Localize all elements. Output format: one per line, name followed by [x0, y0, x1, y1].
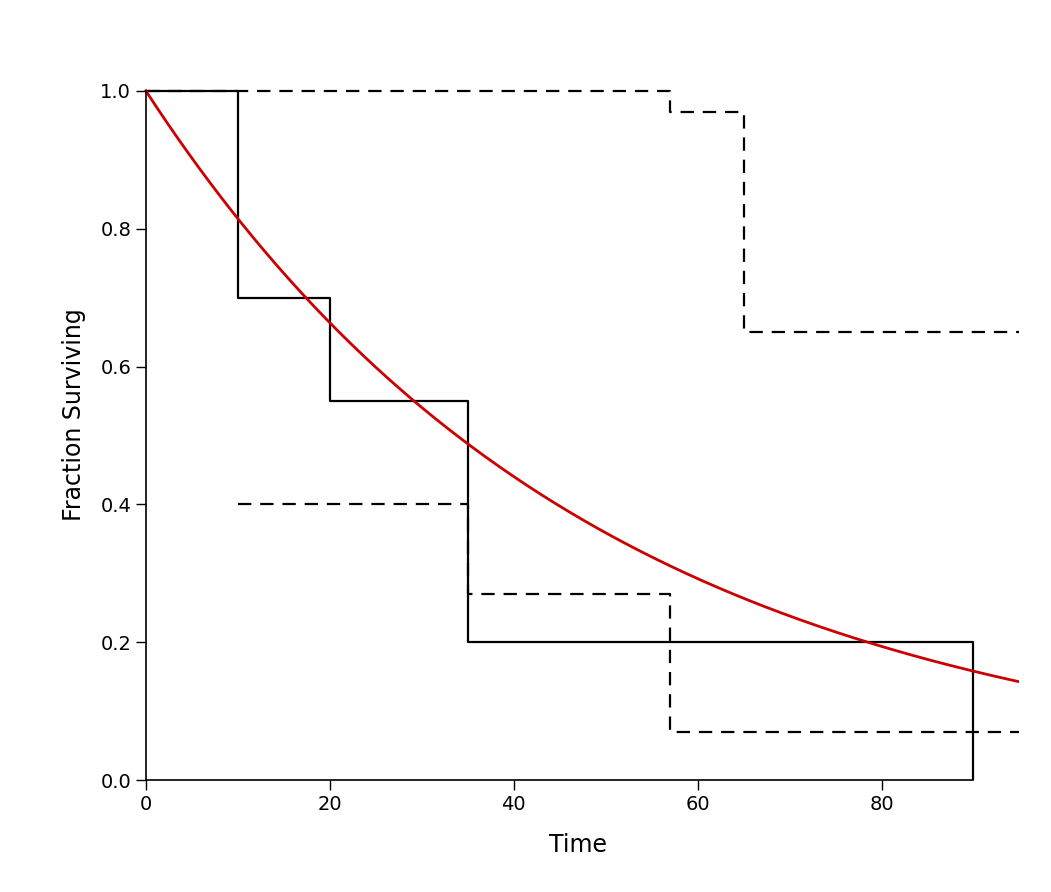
X-axis label: Time: Time: [549, 833, 607, 857]
Y-axis label: Fraction Surviving: Fraction Surviving: [62, 309, 86, 521]
